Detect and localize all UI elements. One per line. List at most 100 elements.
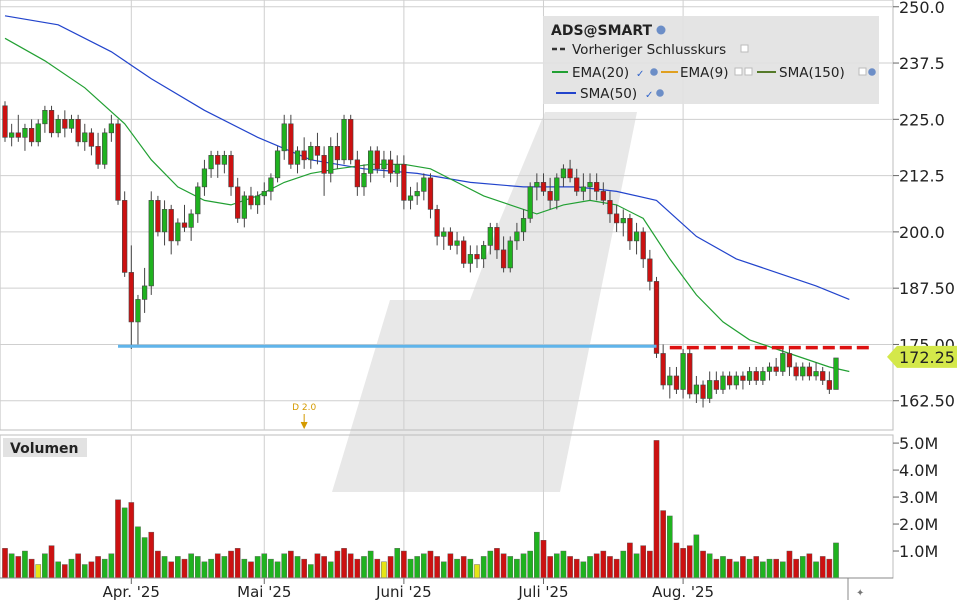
candle-body xyxy=(494,227,500,251)
candle-body xyxy=(813,371,819,377)
candle-body xyxy=(534,182,540,188)
volume-bar xyxy=(653,440,660,579)
annotation-marker[interactable]: D 2.0 xyxy=(292,403,316,430)
check-icon[interactable]: ✓ xyxy=(645,90,653,101)
candle-body xyxy=(88,132,95,147)
candle-body xyxy=(461,240,467,264)
volume-bar xyxy=(341,548,347,579)
sma50-line xyxy=(4,15,850,300)
time-axis: Apr. '25 Mai '25 Juni '25 Juli '25 Aug. '25 xyxy=(0,577,893,600)
x-tick-label: Apr. '25 xyxy=(103,583,160,600)
volume-bar xyxy=(148,531,155,579)
volume-tick-label: 3.0M xyxy=(899,488,938,507)
volume-bar xyxy=(799,556,806,579)
pan-right-icon[interactable]: ✦ xyxy=(856,588,864,599)
volume-bar xyxy=(381,561,387,579)
candle-body xyxy=(500,249,507,269)
candle-body xyxy=(82,132,88,143)
volume-bar xyxy=(108,553,115,579)
volume-bar xyxy=(387,556,394,579)
volume-title: Volumen xyxy=(10,441,79,457)
annotation-label: D 2.0 xyxy=(292,403,316,413)
x-tick-label: Juli '25 xyxy=(517,583,568,600)
settings-icon[interactable] xyxy=(744,67,753,76)
volume-bar xyxy=(22,550,28,579)
price-panel xyxy=(0,0,894,431)
candle-body xyxy=(447,231,454,246)
candle-body xyxy=(600,191,606,201)
volume-bar xyxy=(746,558,753,579)
volume-bar xyxy=(427,550,434,579)
candle-body xyxy=(474,254,480,260)
candle-body xyxy=(820,371,826,381)
volume-bar xyxy=(667,515,673,579)
volume-bar xyxy=(347,553,354,579)
globe-icon[interactable] xyxy=(650,68,658,76)
globe-icon[interactable] xyxy=(868,68,876,76)
legend-label-ema20: EMA(20) xyxy=(572,65,629,81)
settings-icon[interactable] xyxy=(740,44,749,53)
candle-body xyxy=(221,155,228,165)
last-price-label: 172.25 xyxy=(899,348,955,367)
volume-bar xyxy=(813,561,819,579)
y-tick-label: 187.50 xyxy=(899,279,955,298)
candle-body xyxy=(407,195,414,201)
volume-bar xyxy=(241,558,248,579)
candle-body xyxy=(181,222,188,228)
y-tick-label: 162.50 xyxy=(899,392,955,411)
candle-body xyxy=(301,150,307,161)
volume-bar xyxy=(540,540,547,579)
watermark-logo xyxy=(332,112,637,492)
volume-bar xyxy=(75,553,81,579)
volume-bar xyxy=(214,553,221,579)
candle-body xyxy=(800,366,806,377)
volume-bar xyxy=(354,558,361,579)
volume-bar xyxy=(88,561,95,579)
globe-icon[interactable] xyxy=(656,25,666,35)
settings-icon[interactable] xyxy=(734,67,743,76)
candle-body xyxy=(554,177,560,201)
candle-body xyxy=(321,155,327,174)
candle-body xyxy=(341,119,347,161)
candle-body xyxy=(95,146,101,165)
candle-body xyxy=(241,195,247,219)
volume-bar xyxy=(135,526,141,579)
candle-body xyxy=(766,366,773,372)
volume-bar xyxy=(766,558,773,579)
candle-body xyxy=(647,258,653,282)
volume-bar xyxy=(281,553,288,579)
candle-body xyxy=(228,155,234,188)
candle-body xyxy=(2,105,8,138)
volume-bar xyxy=(2,548,8,579)
candle-body xyxy=(580,186,587,192)
candle-body xyxy=(613,213,620,224)
candle-body xyxy=(753,371,759,381)
candle-body xyxy=(427,177,434,210)
candle-body xyxy=(434,209,440,237)
candle-body xyxy=(261,191,267,197)
volume-bar xyxy=(334,550,341,579)
legend-title: ADS@SMART xyxy=(551,23,653,39)
globe-icon[interactable] xyxy=(656,89,664,97)
candle-body xyxy=(421,177,427,192)
volume-bar xyxy=(720,556,726,579)
candle-body xyxy=(700,384,706,399)
candle-body xyxy=(348,119,354,161)
candle-body xyxy=(248,195,254,206)
candle-body xyxy=(394,164,400,174)
volume-bar xyxy=(673,542,680,579)
volume-bar xyxy=(534,531,540,579)
x-tick-label: Aug. '25 xyxy=(652,583,714,600)
settings-icon[interactable] xyxy=(858,67,867,76)
volume-bar xyxy=(686,545,693,579)
y-tick-label: 200.0 xyxy=(899,223,945,242)
check-icon[interactable]: ✓ xyxy=(636,69,644,80)
y-tick-label: 250.0 xyxy=(899,0,945,17)
candle-body xyxy=(354,159,360,188)
volume-tick-label: 2.0M xyxy=(899,515,938,534)
volume-bar xyxy=(121,507,128,579)
candle-body xyxy=(574,177,580,192)
volume-bar xyxy=(833,542,839,579)
candle-body xyxy=(314,146,321,156)
candle-body xyxy=(560,168,567,179)
